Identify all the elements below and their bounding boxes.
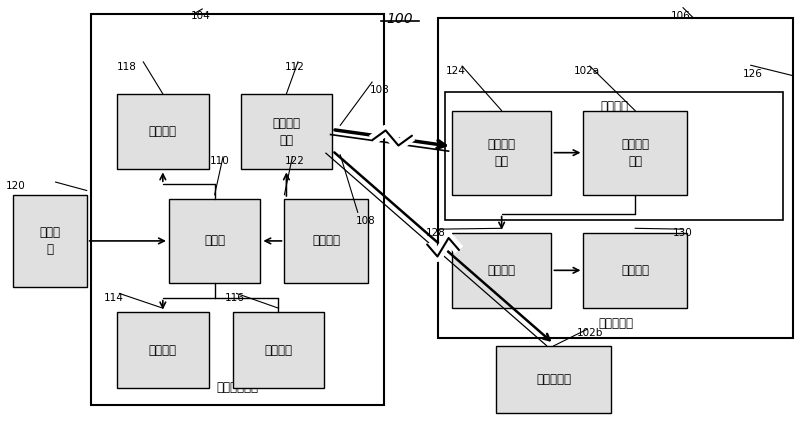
Bar: [445, 92, 783, 220]
Text: 接收单元: 接收单元: [600, 100, 628, 113]
Bar: [285, 199, 368, 283]
Bar: [438, 18, 793, 338]
Bar: [452, 233, 551, 308]
Bar: [117, 312, 209, 388]
Text: 130: 130: [673, 228, 692, 238]
Text: 驱动模块: 驱动模块: [488, 264, 516, 277]
Text: 无线传送
模块: 无线传送 模块: [272, 117, 300, 147]
Text: 122: 122: [285, 156, 304, 166]
Bar: [169, 199, 261, 283]
Text: 110: 110: [210, 156, 230, 166]
Text: 120: 120: [6, 181, 25, 191]
Text: 116: 116: [225, 293, 245, 302]
Text: 输入装置: 输入装置: [265, 343, 293, 357]
Bar: [117, 94, 209, 170]
Bar: [496, 346, 611, 413]
Text: 100: 100: [386, 12, 414, 26]
Bar: [452, 111, 551, 195]
Bar: [241, 94, 332, 170]
Text: 舞台灯光: 舞台灯光: [621, 264, 649, 277]
Text: 114: 114: [103, 293, 123, 302]
Bar: [90, 14, 384, 405]
Text: 舞台灯光组: 舞台灯光组: [598, 317, 633, 330]
Bar: [233, 312, 324, 388]
Text: 命令解码
模块: 命令解码 模块: [621, 137, 649, 168]
Text: 电源模
块: 电源模 块: [39, 226, 61, 256]
Text: 设定接口: 设定接口: [312, 234, 340, 247]
Bar: [583, 233, 687, 308]
Text: 102b: 102b: [577, 328, 603, 338]
Text: 存储单元: 存储单元: [149, 343, 177, 357]
Text: 灯光控制装置: 灯光控制装置: [216, 381, 258, 394]
Text: 显示单元: 显示单元: [149, 125, 177, 138]
Text: 舞台灯光组: 舞台灯光组: [536, 373, 571, 386]
Text: 108: 108: [370, 85, 390, 96]
Text: 126: 126: [743, 69, 762, 79]
Text: 108: 108: [355, 216, 375, 226]
Text: 124: 124: [446, 66, 466, 76]
Text: 无线接收
模块: 无线接收 模块: [488, 137, 516, 168]
Text: 118: 118: [117, 61, 137, 71]
Text: 102a: 102a: [574, 66, 600, 76]
Text: 控制器: 控制器: [204, 234, 225, 247]
Bar: [583, 111, 687, 195]
Bar: [14, 195, 86, 287]
Text: 106: 106: [671, 11, 691, 21]
Text: 128: 128: [426, 228, 446, 238]
Text: 104: 104: [191, 11, 211, 21]
Text: 112: 112: [285, 61, 304, 71]
